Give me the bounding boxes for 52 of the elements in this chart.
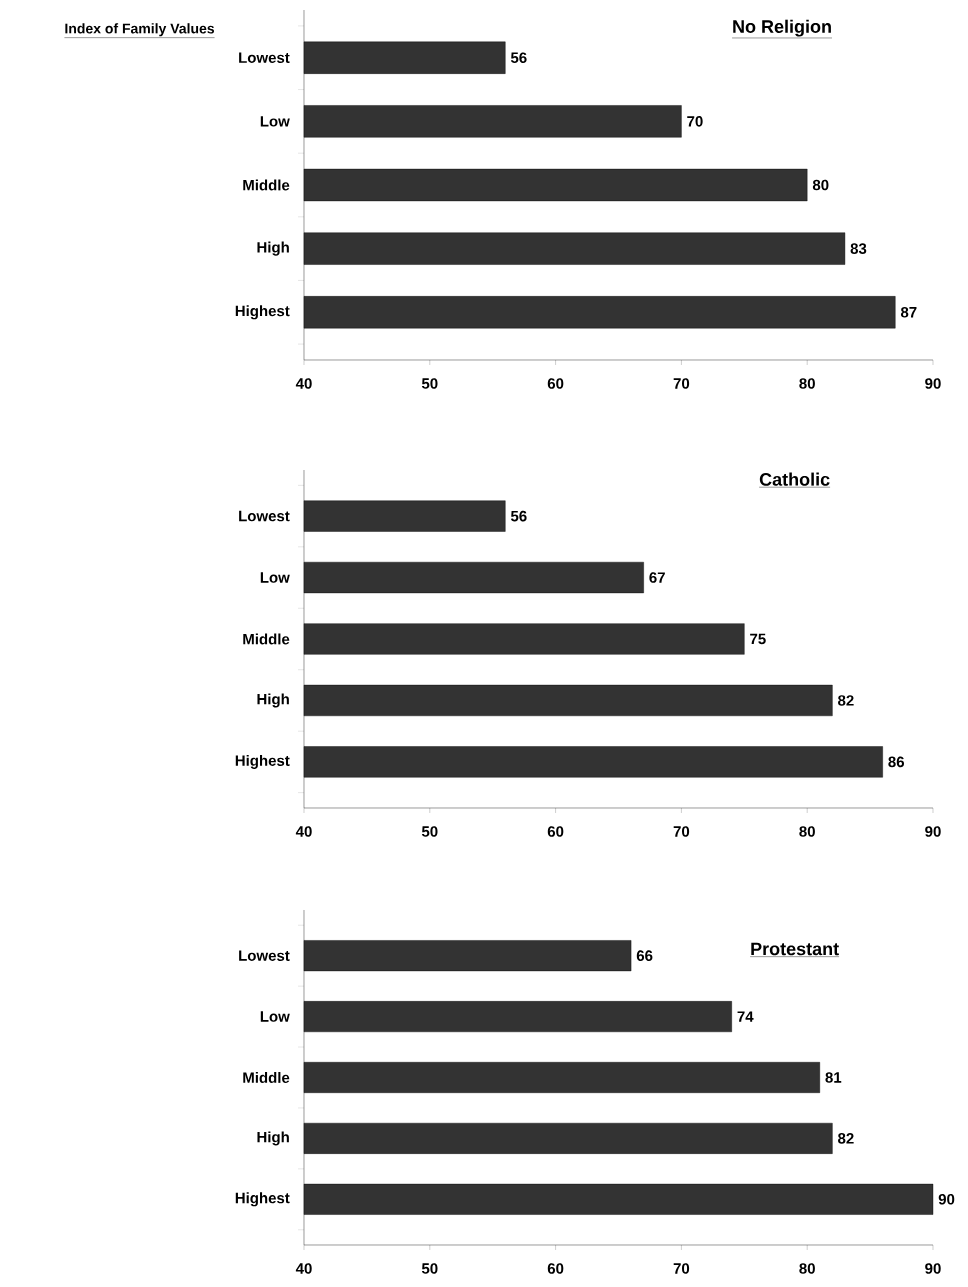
data-label: 81 [825, 1072, 842, 1083]
y-tick-label: Lowest [239, 510, 290, 522]
x-tick-label: 40 [295, 826, 312, 837]
y-tick-label: High [257, 1131, 289, 1146]
y-tick-label: Middle [243, 179, 290, 191]
y-tick-label: Low [260, 572, 290, 583]
data-label: 70 [687, 116, 703, 127]
data-label: 66 [636, 950, 653, 961]
x-tick-label: 60 [547, 378, 564, 389]
y-tick-label: Highest [235, 754, 290, 769]
y-tick-label: Middle [243, 633, 290, 645]
data-label: 80 [812, 179, 829, 191]
y-tick-label: Highest [235, 305, 290, 320]
y-tick-label: Low [260, 1011, 290, 1022]
data-label: 86 [888, 756, 905, 768]
data-label: 83 [850, 243, 867, 254]
x-tick-label: 50 [421, 378, 438, 389]
data-label: 82 [838, 695, 854, 706]
y-tick-label: Lowest [239, 950, 290, 961]
data-label: 56 [510, 510, 527, 522]
y-tick-label: High [257, 693, 289, 708]
x-tick-label: 80 [799, 826, 815, 837]
data-label: 56 [510, 52, 527, 64]
data-label: 87 [900, 306, 917, 318]
x-tick-label: 70 [673, 378, 690, 389]
data-label: 82 [838, 1133, 854, 1144]
x-tick-label: 90 [925, 826, 941, 837]
chart-title: Catholic [759, 472, 830, 486]
x-tick-label: 90 [925, 1263, 941, 1274]
y-tick-label: Highest [235, 1192, 290, 1207]
x-tick-label: 40 [295, 378, 312, 389]
x-tick-label: 80 [799, 1263, 815, 1274]
y-tick-label: Middle [243, 1071, 290, 1083]
y-tick-label: Lowest [239, 52, 290, 63]
y-tick-label: High [257, 241, 289, 256]
data-label: 74 [737, 1011, 754, 1022]
x-tick-label: 70 [673, 826, 690, 837]
y-axis-title: Index of Family Values [65, 23, 215, 37]
data-label: 67 [649, 572, 665, 583]
x-tick-label: 40 [295, 1263, 312, 1274]
x-tick-label: 80 [799, 378, 815, 389]
data-label: 90 [938, 1194, 955, 1205]
x-tick-label: 70 [673, 1263, 690, 1274]
text: Protestant [751, 942, 839, 956]
text: No Religion [733, 19, 831, 37]
data-label: 75 [750, 633, 766, 645]
x-tick-label: 90 [925, 378, 941, 389]
x-tick-label: 50 [421, 1263, 438, 1274]
y-tick-label: Low [260, 116, 290, 127]
x-tick-label: 60 [547, 1263, 564, 1274]
x-tick-label: 50 [421, 826, 438, 837]
x-tick-label: 60 [547, 826, 564, 837]
